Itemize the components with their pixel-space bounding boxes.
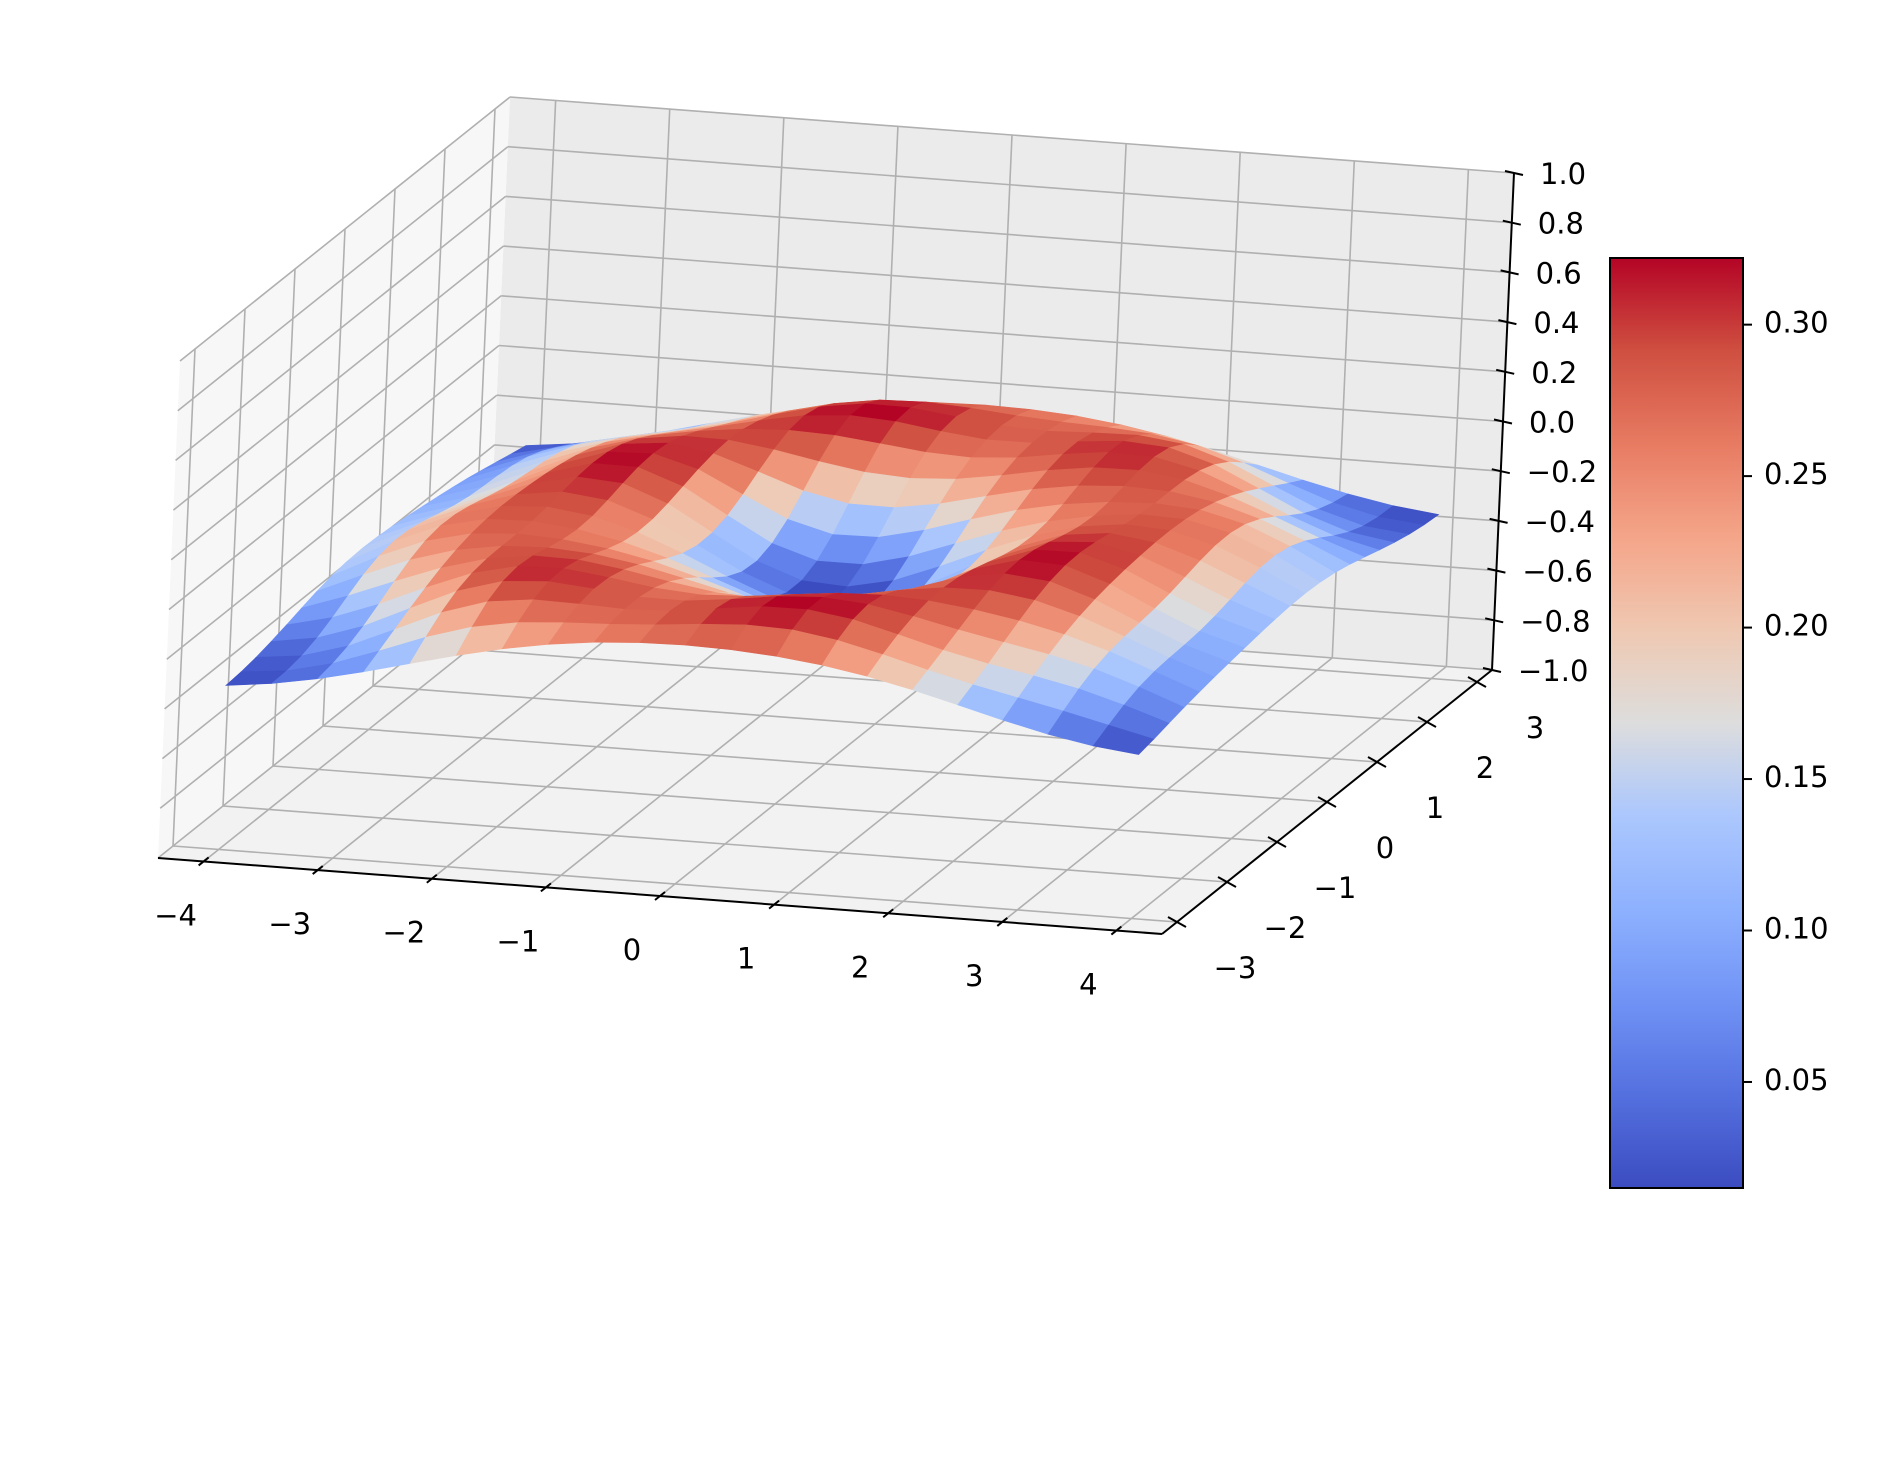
grid-line-y-floor [322, 725, 1328, 803]
grid-line-z-back [507, 145, 1512, 224]
x-tick [426, 873, 438, 884]
x-tick [768, 899, 780, 910]
y-tick-label: 2 [1476, 751, 1494, 785]
x-tick [312, 865, 324, 875]
colorbar-tick-label: 0.25 [1764, 457, 1829, 491]
z-tick [1491, 468, 1511, 475]
z-tick-label: −0.6 [1522, 555, 1592, 589]
z-tick [1500, 269, 1519, 276]
y-tick-label: −3 [1214, 951, 1257, 985]
z-tick-label: −1.0 [1518, 654, 1588, 688]
x-tick-label: 2 [851, 950, 869, 984]
tick-marks [198, 170, 1524, 936]
grid-line-y-floor [222, 805, 1228, 883]
x-tick-label: 1 [737, 942, 755, 976]
tick-labels: −4 −3 −2 −1 0 1 2 3 4 −3−2−10123−1.0−0.8−0.6−0.4−… [154, 157, 1597, 1002]
grid-line-z-side [168, 344, 500, 611]
y-tick [1467, 676, 1487, 688]
grid-line-y-floor [372, 685, 1378, 763]
x-tick-label: 3 [965, 959, 983, 993]
z-tick-label: 0.8 [1538, 207, 1584, 241]
x-tick-label: 0 [623, 933, 641, 967]
z-tick [1504, 170, 1524, 176]
grid-line-y-floor [272, 765, 1278, 843]
z-tick [1489, 517, 1508, 524]
grid-line-z-side [170, 295, 502, 561]
y-tick [1217, 876, 1237, 888]
z-tick-label: −0.4 [1525, 505, 1595, 539]
y-tick-label: 0 [1376, 831, 1394, 865]
x-tick [996, 917, 1008, 927]
z-tick [1487, 567, 1506, 574]
y-tick [1167, 916, 1187, 928]
grid-line-z-side [179, 96, 511, 362]
colorbar-tick-label: 0.10 [1764, 912, 1829, 946]
x-tick [1110, 925, 1122, 936]
z-tick-label: 1.0 [1540, 157, 1586, 191]
x-tick [654, 891, 666, 901]
z-tick-label: 0.4 [1533, 306, 1579, 340]
y-tick [1367, 756, 1387, 768]
z-tick-label: 0.0 [1529, 406, 1575, 440]
z-tick [1484, 617, 1504, 624]
x-tick-label: −4 [154, 898, 197, 932]
z-tick-label: −0.2 [1527, 455, 1597, 489]
grid-line-z-side [172, 245, 504, 511]
grid-line-z-back [509, 96, 1515, 174]
y-tick [1317, 796, 1337, 808]
colorbar-tick-label: 0.30 [1764, 306, 1829, 340]
grid-line-z-back [505, 195, 1510, 274]
y-tick-label: −2 [1264, 911, 1307, 945]
z-tick [1495, 368, 1515, 375]
y-tick-label: 1 [1426, 791, 1444, 825]
surface-mesh [225, 399, 1440, 755]
grid-line-z-side [164, 444, 496, 710]
grid-line-z-side [166, 394, 498, 660]
z-tick-label: 0.2 [1531, 356, 1577, 390]
x-tick [882, 908, 894, 919]
surface-cell [1092, 724, 1155, 755]
z-tick-label: 0.6 [1536, 256, 1582, 290]
grid-line-z-back [498, 344, 1504, 423]
colorbar: 0.05 0.10 0.15 0.20 0.25 0.30 [1609, 257, 1829, 1189]
z-tick [1498, 319, 1517, 326]
grid-line-z-side [177, 146, 509, 412]
x-tick-label: 4 [1079, 968, 1097, 1002]
z-tick-label: −0.8 [1520, 604, 1590, 638]
grid-line-y-floor [172, 845, 1178, 923]
x-tick [198, 856, 210, 867]
y-tick-label: 3 [1526, 711, 1544, 745]
colorbar-tick-label: 0.20 [1764, 609, 1829, 643]
z-tick [1502, 219, 1522, 226]
z-tick [1482, 667, 1502, 673]
grid-line-z-back [501, 295, 1506, 373]
y-tick [1417, 716, 1437, 728]
colorbar-fill [1609, 257, 1744, 1189]
y-tick-label: −1 [1314, 871, 1357, 905]
x-tick-label: −2 [382, 916, 425, 950]
grid-line-z-back [503, 245, 1508, 323]
z-tick [1493, 418, 1513, 425]
x-tick-label: −1 [497, 924, 540, 958]
grid-line-z-side [175, 195, 507, 462]
x-tick-label: −3 [268, 907, 311, 941]
colorbar-tick-label: 0.15 [1764, 760, 1829, 794]
colorbar-tick-label: 0.05 [1764, 1063, 1829, 1097]
y-tick [1267, 836, 1287, 848]
x-tick [540, 882, 552, 893]
